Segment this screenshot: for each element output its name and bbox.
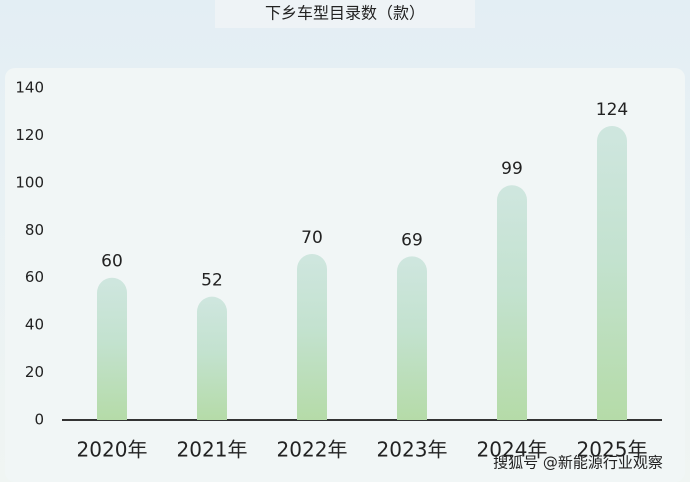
bar: [497, 185, 527, 420]
title-box: [215, 0, 475, 28]
bar: [597, 125, 627, 420]
x-tick-label: 2020年: [77, 438, 148, 462]
x-tick-label: 2022年: [277, 438, 348, 462]
y-tick-label: 60: [25, 268, 44, 286]
y-tick-label: 40: [25, 316, 44, 334]
x-tick-label: 2024年: [477, 438, 548, 462]
bar: [197, 296, 227, 420]
bar: [397, 256, 427, 420]
y-tick-label: 140: [15, 79, 44, 97]
value-label: 99: [501, 159, 523, 179]
y-tick-label: 100: [15, 173, 44, 191]
y-tick-label: 20: [25, 363, 44, 381]
y-tick-label: 0: [34, 411, 44, 429]
x-tick-label: 2023年: [377, 438, 448, 462]
x-tick-label: 2021年: [177, 438, 248, 462]
bar: [97, 277, 127, 420]
value-label: 60: [101, 252, 123, 272]
value-label: 124: [596, 100, 628, 120]
y-tick-label: 80: [25, 221, 44, 239]
value-label: 69: [401, 230, 423, 250]
chart-title: 下乡车型目录数（款）: [265, 4, 425, 23]
bar: [297, 254, 327, 420]
x-tick-label: 2025年: [577, 438, 648, 462]
value-label: 70: [301, 228, 323, 248]
value-label: 52: [201, 271, 223, 291]
y-tick-label: 120: [15, 126, 44, 144]
watermark: 搜狐号 @新能源行业观察: [493, 454, 663, 472]
